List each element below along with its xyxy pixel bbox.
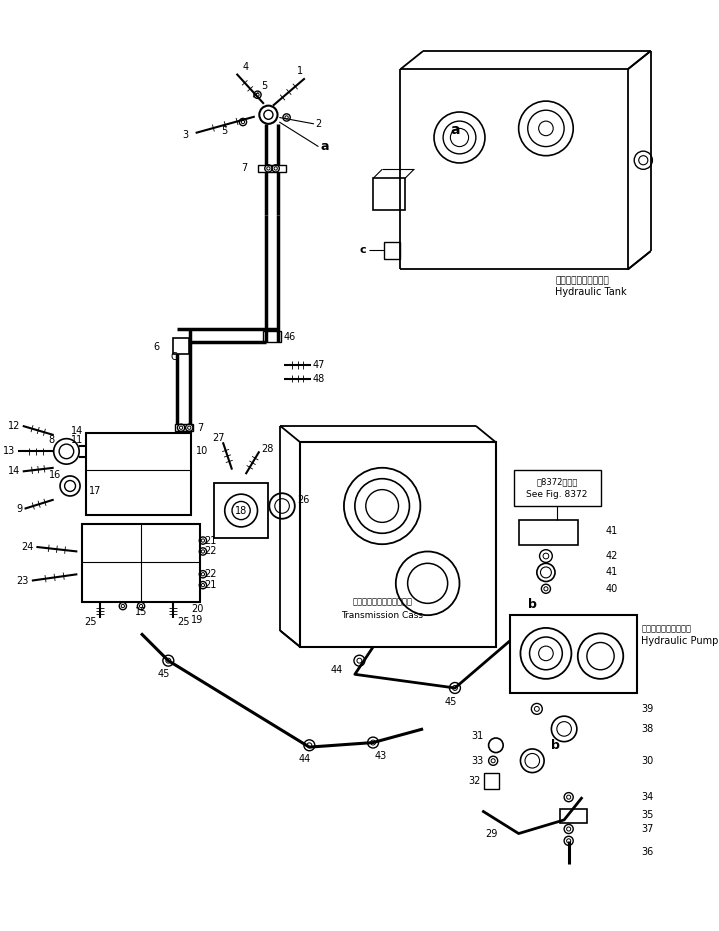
Bar bbox=[384, 242, 400, 259]
Text: 3: 3 bbox=[182, 129, 188, 140]
Text: Hydraulic Pump: Hydraulic Pump bbox=[641, 636, 719, 646]
Text: トランスミッションケース: トランスミッションケース bbox=[352, 597, 412, 606]
Text: 38: 38 bbox=[641, 724, 654, 734]
Bar bbox=[86, 433, 191, 515]
Bar bbox=[514, 469, 600, 506]
Bar bbox=[263, 331, 281, 343]
Text: 21: 21 bbox=[205, 535, 217, 546]
Text: 47: 47 bbox=[313, 360, 326, 370]
Text: 23: 23 bbox=[17, 575, 29, 586]
Text: 17: 17 bbox=[89, 486, 101, 495]
Text: b: b bbox=[528, 598, 536, 611]
Text: 5: 5 bbox=[221, 126, 227, 136]
Text: 43: 43 bbox=[374, 751, 386, 762]
Text: a: a bbox=[450, 123, 459, 137]
Bar bbox=[559, 809, 587, 823]
Text: 26: 26 bbox=[298, 494, 310, 505]
Text: 18: 18 bbox=[235, 506, 247, 516]
Text: 14: 14 bbox=[71, 426, 83, 437]
Bar bbox=[82, 524, 200, 601]
Text: 第8372図参照: 第8372図参照 bbox=[536, 477, 577, 486]
Text: 45: 45 bbox=[157, 669, 170, 680]
Text: C: C bbox=[170, 352, 177, 362]
Bar bbox=[484, 773, 498, 789]
Bar bbox=[175, 425, 193, 431]
Text: 4: 4 bbox=[242, 62, 249, 73]
Text: 24: 24 bbox=[22, 542, 34, 552]
Text: 25: 25 bbox=[178, 616, 190, 627]
Text: a: a bbox=[320, 140, 329, 153]
Text: 42: 42 bbox=[605, 551, 618, 561]
Text: 1: 1 bbox=[297, 66, 303, 76]
Text: 13: 13 bbox=[3, 446, 16, 456]
Text: 20: 20 bbox=[191, 604, 203, 614]
Text: Hydraulic Tank: Hydraulic Tank bbox=[555, 287, 627, 297]
Text: 25: 25 bbox=[85, 616, 97, 627]
Bar bbox=[373, 179, 405, 210]
Text: 10: 10 bbox=[196, 446, 208, 456]
Text: 31: 31 bbox=[472, 731, 484, 741]
Text: 40: 40 bbox=[605, 584, 618, 594]
Text: 34: 34 bbox=[641, 792, 654, 803]
Text: 37: 37 bbox=[641, 824, 654, 834]
Text: 33: 33 bbox=[472, 756, 484, 766]
Text: 21: 21 bbox=[205, 580, 217, 590]
Text: 30: 30 bbox=[641, 756, 654, 766]
Text: ハイドロリックタンク: ハイドロリックタンク bbox=[555, 276, 609, 285]
Text: 41: 41 bbox=[605, 567, 618, 577]
Text: 45: 45 bbox=[444, 696, 457, 707]
Text: b: b bbox=[551, 739, 559, 752]
Text: 19: 19 bbox=[191, 614, 203, 625]
Text: 12: 12 bbox=[8, 421, 20, 431]
Text: 44: 44 bbox=[331, 665, 343, 675]
Text: 35: 35 bbox=[641, 810, 654, 820]
Text: 32: 32 bbox=[468, 776, 480, 786]
Text: 41: 41 bbox=[605, 526, 618, 536]
Text: 29: 29 bbox=[485, 829, 498, 839]
Text: 14: 14 bbox=[8, 466, 20, 477]
Text: Transmission Cass: Transmission Cass bbox=[341, 611, 423, 620]
Text: 2: 2 bbox=[316, 119, 322, 128]
Bar bbox=[518, 519, 578, 546]
Text: 6: 6 bbox=[153, 342, 159, 352]
Text: 16: 16 bbox=[48, 470, 60, 480]
Text: ハイドロリックポンプ: ハイドロリックポンプ bbox=[641, 625, 692, 633]
Bar bbox=[400, 69, 628, 269]
Text: 15: 15 bbox=[135, 607, 147, 617]
Text: 22: 22 bbox=[205, 569, 217, 579]
Text: 48: 48 bbox=[313, 373, 325, 384]
Bar bbox=[258, 165, 285, 172]
Text: 11: 11 bbox=[71, 436, 83, 445]
Text: c: c bbox=[360, 245, 366, 255]
Bar bbox=[214, 483, 268, 538]
Text: 36: 36 bbox=[641, 846, 654, 857]
Bar bbox=[173, 338, 189, 354]
Text: 22: 22 bbox=[205, 546, 217, 557]
Text: 28: 28 bbox=[261, 444, 273, 453]
Text: 27: 27 bbox=[212, 433, 224, 443]
Text: 8: 8 bbox=[49, 436, 55, 445]
Text: 39: 39 bbox=[641, 704, 654, 714]
Text: 9: 9 bbox=[17, 504, 23, 514]
Bar bbox=[301, 442, 496, 647]
Text: 5: 5 bbox=[261, 81, 267, 90]
Text: See Fig. 8372: See Fig. 8372 bbox=[526, 490, 587, 499]
Text: 44: 44 bbox=[298, 754, 311, 764]
Text: 46: 46 bbox=[284, 331, 296, 342]
Text: 7: 7 bbox=[198, 423, 203, 433]
Bar bbox=[510, 615, 637, 693]
Text: 7: 7 bbox=[242, 164, 247, 173]
